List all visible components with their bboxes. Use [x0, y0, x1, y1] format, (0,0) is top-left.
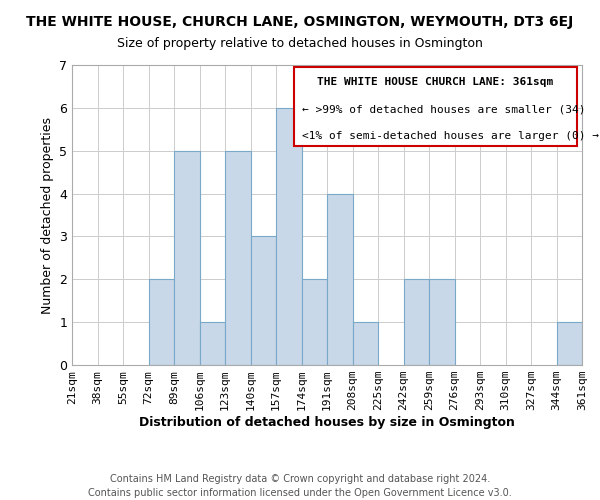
FancyBboxPatch shape	[294, 66, 577, 146]
Bar	[302, 280, 327, 365]
Bar	[174, 150, 199, 365]
Text: THE WHITE HOUSE CHURCH LANE: 361sqm: THE WHITE HOUSE CHURCH LANE: 361sqm	[317, 77, 554, 87]
Text: Contains HM Land Registry data © Crown copyright and database right 2024.
Contai: Contains HM Land Registry data © Crown c…	[88, 474, 512, 498]
Bar	[199, 322, 225, 365]
Bar	[251, 236, 276, 365]
Bar	[276, 108, 302, 365]
Text: <1% of semi-detached houses are larger (0) →: <1% of semi-detached houses are larger (…	[302, 131, 599, 141]
Text: Size of property relative to detached houses in Osmington: Size of property relative to detached ho…	[117, 38, 483, 51]
Bar	[327, 194, 353, 365]
Text: ← >99% of detached houses are smaller (34): ← >99% of detached houses are smaller (3…	[302, 104, 585, 114]
Bar	[149, 280, 174, 365]
X-axis label: Distribution of detached houses by size in Osmington: Distribution of detached houses by size …	[139, 416, 515, 429]
Bar	[557, 322, 582, 365]
Bar	[429, 280, 455, 365]
Y-axis label: Number of detached properties: Number of detached properties	[41, 116, 53, 314]
Bar	[225, 150, 251, 365]
Bar	[353, 322, 378, 365]
Bar	[404, 280, 429, 365]
Text: THE WHITE HOUSE, CHURCH LANE, OSMINGTON, WEYMOUTH, DT3 6EJ: THE WHITE HOUSE, CHURCH LANE, OSMINGTON,…	[26, 15, 574, 29]
